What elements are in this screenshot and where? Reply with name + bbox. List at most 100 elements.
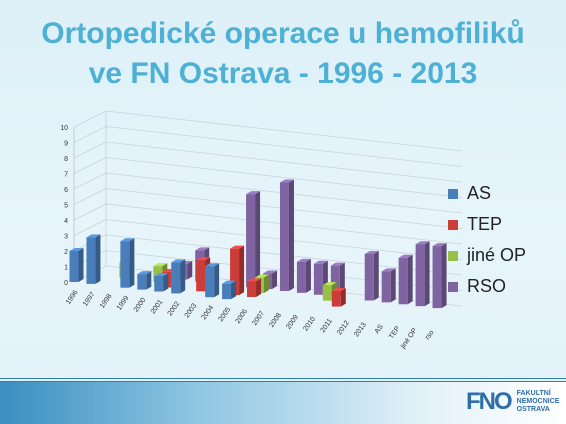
bar-side — [231, 280, 237, 300]
x-tick-label: 2013 — [353, 321, 368, 338]
bar-side — [255, 191, 261, 288]
y-tick-label: 2 — [64, 249, 68, 256]
bar-front — [330, 265, 340, 297]
x-tick-label: 2007 — [251, 310, 266, 327]
bar-front — [322, 285, 332, 301]
legend-swatch-jine-op — [448, 250, 458, 261]
bar-as-2001 — [154, 273, 169, 292]
bar-top — [205, 263, 220, 267]
x-tick-label: 2009 — [285, 314, 300, 331]
y-tick-label: 5 — [64, 203, 68, 210]
bar-top — [398, 254, 413, 258]
bar-top — [120, 238, 135, 242]
bar-top — [137, 271, 152, 275]
bar-front — [205, 266, 215, 298]
bar-top — [330, 262, 345, 266]
bar-side — [390, 268, 396, 303]
bar-side — [424, 241, 430, 307]
bar-front — [432, 246, 442, 309]
bar-as-2000 — [137, 271, 152, 290]
bar-side — [256, 278, 262, 298]
gridline-side — [73, 219, 107, 236]
bar-top — [196, 257, 211, 261]
bar-front — [222, 283, 232, 300]
title-line-1: Ortopedické operace u hemofiliků — [41, 17, 525, 50]
bar-as-2002 — [171, 259, 186, 294]
gridline-side — [73, 157, 107, 174]
gridline-side — [73, 110, 107, 128]
y-tick-label: 8 — [64, 156, 68, 163]
gridline-side — [73, 126, 107, 143]
y-tick-label: 7 — [64, 172, 68, 179]
x-tick-label: 2008 — [268, 312, 283, 329]
x-tick-label: AS — [374, 323, 385, 335]
bar-side — [78, 248, 84, 282]
bar-top — [247, 278, 262, 282]
bar-front — [381, 271, 391, 303]
legend-swatch-as — [448, 188, 458, 199]
y-tick-labels: 0 1 2 3 4 5 6 7 8 9 10 — [60, 125, 68, 287]
logo-line-1: FAKULTNÍ — [516, 390, 551, 397]
title-line-2: ve FN Ostrava - 1996 - 2013 — [88, 57, 478, 90]
legend-label-tep: TEP — [467, 214, 503, 234]
y-tick-label: 9 — [64, 141, 68, 148]
bars — [69, 179, 447, 309]
chart-legend: AS TEP jiné OP RSO — [448, 178, 526, 302]
bar-front — [296, 261, 306, 293]
gridline — [105, 110, 463, 152]
bar-as-1999 — [120, 238, 135, 288]
bar-top — [381, 268, 396, 272]
bar-side — [129, 238, 135, 288]
gridline — [105, 157, 463, 198]
x-tick-label: 2012 — [336, 320, 351, 337]
bar-top — [364, 250, 379, 254]
x-tick-label: 2003 — [184, 302, 199, 319]
bar-front — [246, 194, 256, 288]
legend-item-as: AS — [448, 178, 526, 209]
bar-top — [415, 241, 430, 245]
bar-top — [331, 288, 346, 292]
bar-top — [222, 280, 237, 284]
x-tick-label: 1996 — [65, 289, 80, 306]
gridline-side — [73, 188, 107, 205]
bar-front — [196, 260, 206, 292]
y-tick-label: 0 — [64, 280, 68, 287]
bar-top — [230, 245, 245, 249]
gridline-side — [73, 141, 107, 159]
y-tick-label: 10 — [60, 125, 68, 132]
bar-front — [364, 253, 374, 301]
legend-item-jine-op: jiné OP — [448, 240, 526, 271]
bar-side — [146, 271, 152, 290]
legend-label-as: AS — [467, 183, 492, 203]
bar-front — [171, 262, 181, 294]
y-tick-label: 6 — [64, 187, 68, 194]
bar-top — [69, 248, 84, 251]
bar-top — [255, 274, 270, 278]
bar-top — [322, 282, 337, 286]
bar-front — [137, 274, 147, 290]
legend-item-tep: TEP — [448, 209, 526, 240]
x-tick-label: 2010 — [302, 316, 317, 333]
bar-top — [432, 243, 447, 247]
bar-side — [214, 263, 220, 298]
bar-side — [441, 243, 447, 309]
bar-side — [187, 261, 193, 280]
logo-text: FAKULTNÍ NEMOCNICE OSTRAVA — [517, 390, 560, 414]
x-tick-label: 1997 — [82, 291, 97, 308]
bar-front — [415, 244, 425, 307]
logo-mark: FNO — [466, 388, 513, 415]
logo-line-3: OSTRAVA — [516, 406, 550, 413]
bar-side — [264, 274, 270, 294]
bar-as-1997 — [86, 234, 101, 284]
bar-rso-2007 — [279, 179, 294, 291]
x-tick-label: 2006 — [234, 308, 249, 325]
x-tick-label: 2004 — [201, 304, 216, 321]
bar-rso-2012 — [364, 250, 379, 301]
footer-band — [0, 381, 566, 424]
x-tick-label: 1999 — [116, 295, 131, 312]
bar-side — [288, 179, 294, 291]
bar-front — [247, 281, 257, 298]
bar-side — [373, 250, 379, 301]
bar-front — [86, 237, 96, 284]
